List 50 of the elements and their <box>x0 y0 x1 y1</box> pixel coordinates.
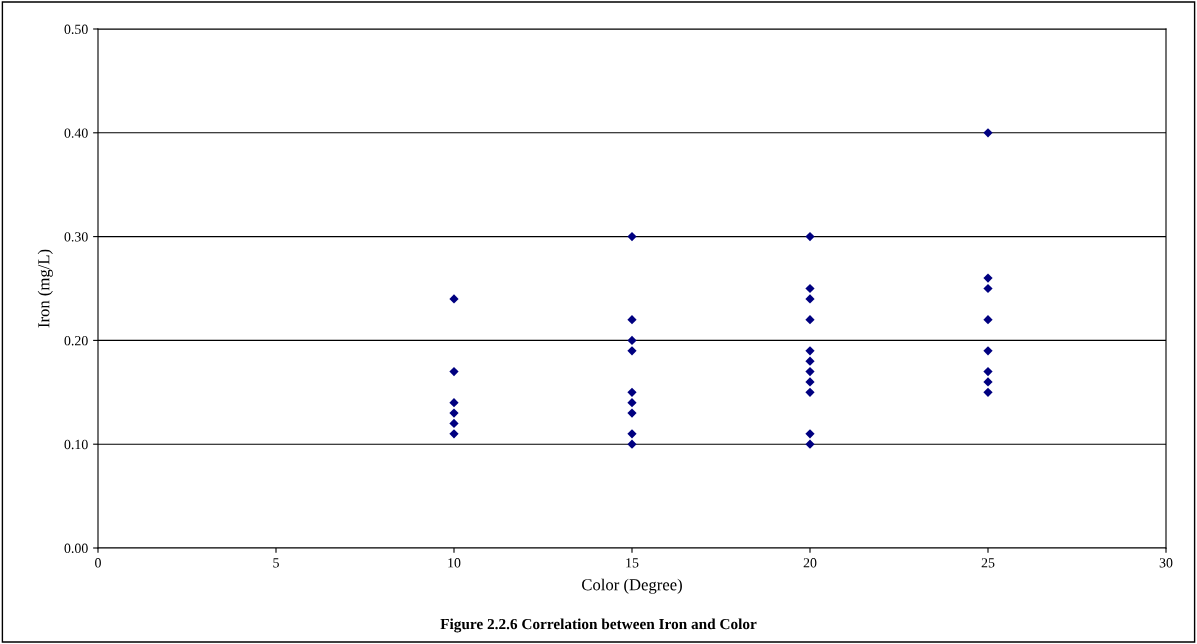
y-tick-label: 0.10 <box>64 439 88 450</box>
y-axis-title: Iron (mg/L) <box>37 249 53 328</box>
y-tick-label: 0.20 <box>64 335 88 346</box>
x-tick-label: 10 <box>448 558 461 568</box>
point <box>805 377 815 387</box>
point <box>805 366 815 377</box>
y-tick-label: 0.00 <box>64 543 88 554</box>
y-tick-label: 0.30 <box>64 232 88 242</box>
point <box>983 377 993 387</box>
y-tick-label: 0.50 <box>64 24 88 35</box>
point <box>449 408 459 418</box>
point <box>983 387 993 397</box>
point <box>627 429 637 439</box>
point <box>805 294 815 304</box>
point <box>449 398 459 408</box>
point <box>627 346 637 356</box>
point <box>805 231 815 242</box>
point <box>805 283 815 294</box>
point <box>983 315 993 325</box>
point <box>627 335 637 346</box>
caption: Figure 2.2.6 Correlation between Iron and Color <box>440 618 757 633</box>
x-tick-label: 20 <box>803 558 817 568</box>
point <box>983 273 993 283</box>
point <box>805 439 815 449</box>
point <box>805 387 815 397</box>
y-tick-label: 0.40 <box>64 128 88 138</box>
point <box>627 231 637 242</box>
point <box>983 366 993 377</box>
point <box>983 346 993 356</box>
point <box>627 408 637 418</box>
point <box>983 128 993 138</box>
point <box>449 418 459 429</box>
x-tick-label: 30 <box>1159 558 1173 568</box>
point <box>449 294 459 304</box>
x-tick-label: 5 <box>273 558 279 568</box>
point <box>627 315 637 325</box>
point <box>627 398 637 408</box>
point <box>805 429 815 439</box>
point <box>805 315 815 325</box>
point <box>805 346 815 356</box>
point <box>449 429 459 439</box>
point <box>627 387 637 397</box>
x-tick-label: 0 <box>95 558 101 568</box>
point <box>627 439 637 449</box>
point <box>805 356 815 366</box>
x-tick-label: 25 <box>981 558 995 568</box>
point <box>449 366 459 377</box>
x-axis-title: Color (Degree) <box>582 578 682 594</box>
x-tick-label: 15 <box>626 558 639 568</box>
point <box>983 283 993 294</box>
